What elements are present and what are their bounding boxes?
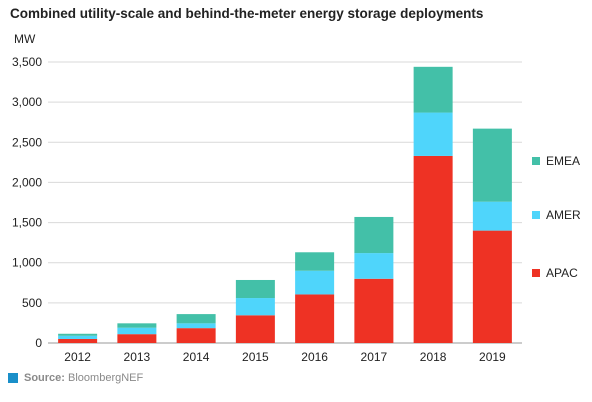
y-tick-label: 0 [35, 336, 42, 350]
bar-apac-2018 [413, 155, 453, 343]
y-tick-label: 1,500 [12, 216, 42, 230]
x-tick-label: 2016 [301, 350, 328, 364]
y-tick-label: 2,500 [12, 135, 42, 149]
x-tick-label: 2018 [420, 350, 447, 364]
bar-emea-2016 [295, 252, 335, 271]
y-tick-label: 1,000 [12, 256, 42, 270]
bar-emea-2017 [354, 216, 394, 254]
bar-amer-2014 [176, 323, 216, 329]
source-note: Source: BloombergNEF [8, 372, 143, 384]
bar-emea-2012 [58, 333, 98, 336]
x-tick-label: 2015 [242, 350, 269, 364]
square-icon [8, 373, 18, 383]
y-axis-label: MW [14, 32, 36, 46]
x-tick-label: 2012 [64, 350, 91, 364]
legend-swatch-amer [532, 211, 540, 219]
legend-swatch-apac [532, 269, 540, 277]
bar-emea-2013 [117, 323, 157, 328]
bar-apac-2015 [235, 315, 275, 343]
bar-apac-2013 [117, 334, 157, 343]
bar-apac-2017 [354, 278, 394, 343]
bar-amer-2016 [295, 270, 335, 295]
y-tick-label: 3,500 [12, 55, 42, 69]
y-axis-ticks: 0 500 1,000 1,500 2,000 2,500 3,000 3,500 [12, 55, 42, 350]
legend-label-amer: AMER [546, 208, 581, 222]
legend-label-apac: APAC [546, 266, 578, 280]
bar-apac-2012 [58, 338, 98, 343]
y-tick-label: 500 [22, 296, 42, 310]
bar-amer-2018 [413, 112, 453, 156]
x-tick-label: 2013 [124, 350, 151, 364]
bar-amer-2012 [58, 335, 98, 339]
bar-apac-2019 [472, 230, 512, 343]
x-axis-ticks: 2012 2013 2014 2015 2016 2017 2018 2019 [64, 350, 506, 364]
bar-apac-2014 [176, 328, 216, 343]
bars [58, 66, 512, 343]
bar-emea-2015 [235, 279, 275, 299]
legend-swatch-emea [532, 157, 540, 165]
bar-emea-2018 [413, 66, 453, 113]
bar-amer-2019 [472, 201, 512, 231]
legend: EMEA AMER APAC [532, 154, 581, 280]
legend-label-emea: EMEA [546, 154, 580, 168]
x-tick-label: 2014 [183, 350, 210, 364]
bar-amer-2013 [117, 327, 157, 335]
bar-amer-2015 [235, 298, 275, 316]
bar-apac-2016 [295, 294, 335, 343]
chart-title: Combined utility-scale and behind-the-me… [10, 6, 484, 21]
bar-emea-2019 [472, 128, 512, 202]
y-tick-label: 2,000 [12, 175, 42, 189]
bar-amer-2017 [354, 253, 394, 279]
bar-emea-2014 [176, 314, 216, 324]
y-tick-label: 3,000 [12, 95, 42, 109]
x-tick-label: 2017 [361, 350, 388, 364]
x-tick-label: 2019 [479, 350, 506, 364]
source-text: BloombergNEF [68, 372, 144, 384]
source-label: Source: [24, 372, 65, 384]
